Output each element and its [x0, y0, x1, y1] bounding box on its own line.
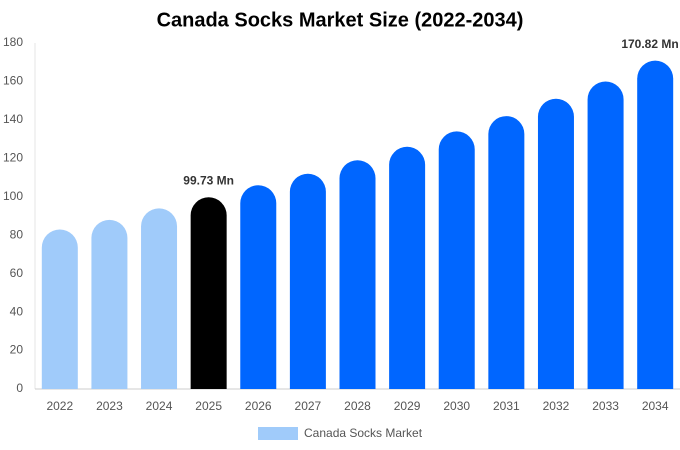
y-tick-label: 120	[3, 151, 23, 165]
x-tick-label: 2023	[96, 399, 123, 413]
bar	[289, 173, 326, 389]
x-tick-label: 2034	[642, 399, 669, 413]
y-tick-label: 0	[16, 381, 23, 395]
x-tick-label: 2031	[493, 399, 520, 413]
y-tick-label: 140	[3, 112, 23, 126]
bar	[41, 229, 78, 389]
data-label: 170.82 Mn	[621, 37, 678, 51]
y-tick-label: 80	[10, 227, 24, 241]
x-tick-label: 2033	[592, 399, 619, 413]
x-tick-label: 2030	[443, 399, 470, 413]
bar	[339, 160, 376, 389]
bar	[587, 81, 624, 389]
bar	[240, 185, 277, 389]
y-tick-label: 160	[3, 74, 23, 88]
y-tick-label: 60	[10, 266, 24, 280]
y-tick-label: 180	[3, 35, 23, 49]
legend-label: Canada Socks Market	[304, 426, 423, 440]
y-tick-label: 20	[10, 343, 24, 357]
legend-swatch	[258, 427, 298, 440]
bar	[190, 197, 227, 389]
x-tick-label: 2029	[394, 399, 421, 413]
y-tick-label: 100	[3, 189, 23, 203]
x-tick-label: 2028	[344, 399, 371, 413]
bar	[389, 146, 426, 389]
data-label: 99.73 Mn	[183, 173, 234, 187]
x-tick-label: 2022	[46, 399, 73, 413]
bar	[438, 131, 475, 389]
x-tick-label: 2032	[543, 399, 570, 413]
chart-title: Canada Socks Market Size (2022-2034)	[157, 9, 524, 31]
x-tick-label: 2027	[295, 399, 322, 413]
bar	[637, 60, 674, 390]
bar	[141, 208, 178, 389]
x-tick-label: 2026	[245, 399, 272, 413]
bar	[537, 98, 574, 389]
x-tick-label: 2025	[195, 399, 222, 413]
x-tick-label: 2024	[146, 399, 173, 413]
bar	[488, 116, 525, 389]
y-tick-label: 40	[10, 304, 24, 318]
bar	[91, 219, 128, 389]
